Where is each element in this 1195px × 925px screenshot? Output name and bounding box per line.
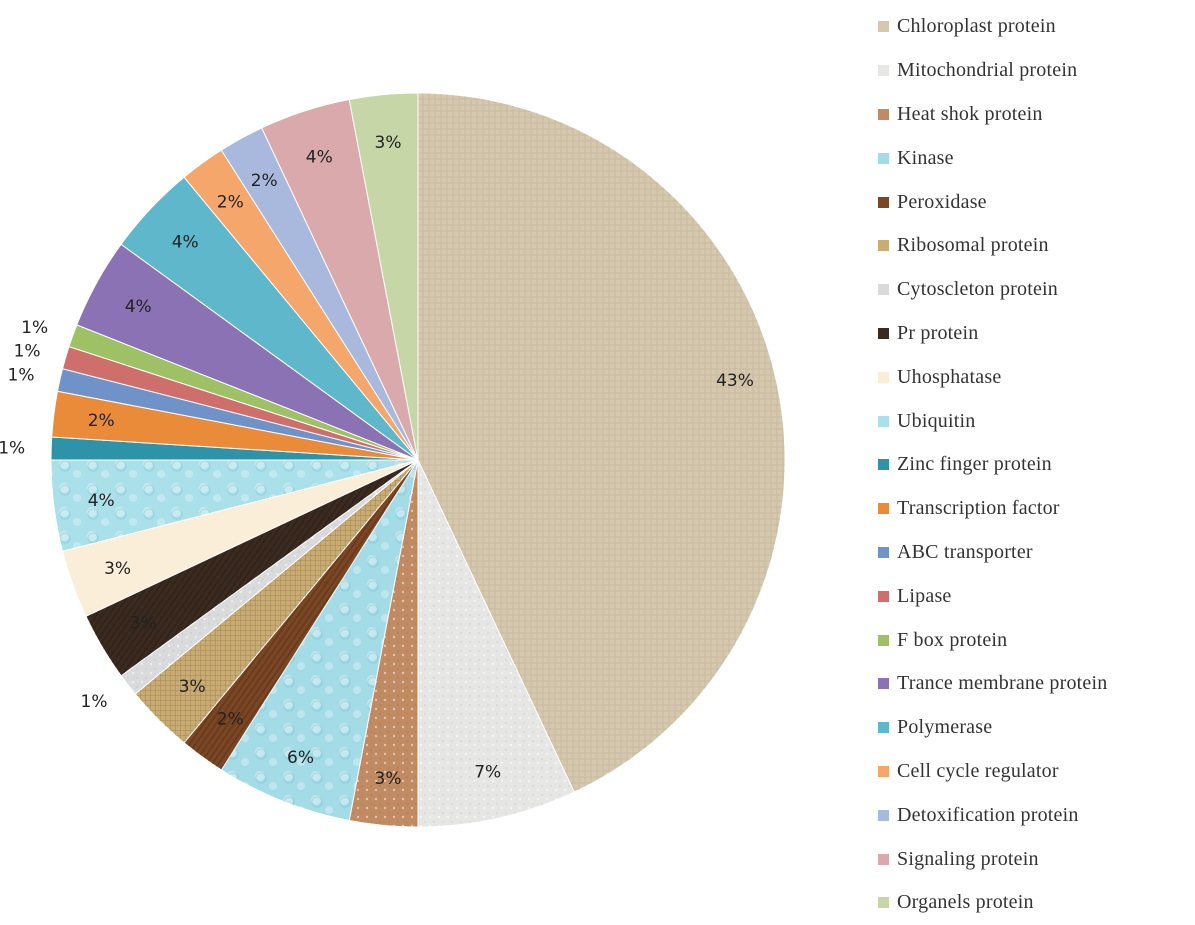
pie-percent-label: 7% xyxy=(474,763,501,783)
legend-item: Signaling protein xyxy=(878,837,1107,881)
legend-swatch xyxy=(878,809,889,821)
pie-percent-label: 43% xyxy=(716,371,754,391)
legend-label: Chloroplast protein xyxy=(897,15,1056,38)
legend-label: Mitochondrial protein xyxy=(897,59,1078,82)
pie-slice-texture xyxy=(221,460,418,821)
pie-slice-texture xyxy=(85,460,419,676)
legend-swatch xyxy=(878,21,889,33)
legend-item: Detoxification protein xyxy=(878,793,1107,837)
legend-label: Pr protein xyxy=(897,321,979,344)
legend-swatch xyxy=(878,327,889,339)
legend-label: ABC transporter xyxy=(897,540,1033,563)
pie-slice-texture xyxy=(418,93,785,793)
legend-item: Transcription factor xyxy=(878,487,1107,531)
pie-percent-label: 3% xyxy=(179,677,206,697)
legend-label: Cytoscleton protein xyxy=(897,278,1058,301)
pie-percent-label: 1% xyxy=(21,318,48,338)
pie-slices xyxy=(50,92,786,828)
legend-swatch xyxy=(878,590,889,602)
pie-percent-label: 3% xyxy=(375,133,402,153)
pie-percent-label: 3% xyxy=(130,614,157,634)
legend-swatch xyxy=(878,722,889,734)
legend-swatch xyxy=(878,678,889,690)
legend-label: Signaling protein xyxy=(897,847,1039,870)
legend-item: Pr protein xyxy=(878,312,1107,356)
pie-percent-label: 4% xyxy=(88,491,115,511)
legend-item: Ubiquitin xyxy=(878,399,1107,443)
pie-percent-label: 1% xyxy=(0,439,25,459)
legend-label: Heat shok protein xyxy=(897,102,1043,125)
legend-label: Lipase xyxy=(897,584,952,607)
pie-percent-label: 1% xyxy=(81,692,108,712)
legend-swatch xyxy=(878,152,889,164)
legend-item: Cell cycle regulator xyxy=(878,750,1107,794)
pie-percent-label: 2% xyxy=(88,411,115,431)
legend-item: Polymerase xyxy=(878,706,1107,750)
legend-label: Organels protein xyxy=(897,891,1034,914)
pie-percent-labels: 43% 7% 3% 6% 2% 3% 1% 3% 3% 4% 1% 2% 1% 1% 1% 4% 4% 2% 2% 4… xyxy=(0,133,754,789)
legend-item: Mitochondrial protein xyxy=(878,49,1107,93)
pie-percent-label: 3% xyxy=(104,559,131,579)
legend-swatch xyxy=(878,284,889,296)
legend-swatch xyxy=(878,415,889,427)
pie-percent-label: 2% xyxy=(217,193,244,213)
legend-swatch xyxy=(878,503,889,515)
legend-swatch xyxy=(878,853,889,865)
legend-item: Ribosomal protein xyxy=(878,224,1107,268)
legend: Chloroplast protein Mitochondrial protein… xyxy=(878,5,1107,925)
legend-swatch xyxy=(878,765,889,777)
legend-swatch xyxy=(878,634,889,646)
pie-percent-label: 4% xyxy=(172,232,199,252)
pie-percent-label: 1% xyxy=(8,365,35,385)
pie-slice-texture xyxy=(51,460,418,552)
legend-item: Peroxidase xyxy=(878,180,1107,224)
legend-label: Ubiquitin xyxy=(897,409,976,432)
legend-item: Organels protein xyxy=(878,881,1107,925)
pie-percent-label: 3% xyxy=(375,769,402,789)
pie-slice-texture xyxy=(121,460,418,694)
pie-slice-texture xyxy=(184,460,418,770)
legend-label: Peroxidase xyxy=(897,190,987,213)
legend-swatch xyxy=(878,196,889,208)
legend-item: Chloroplast protein xyxy=(878,5,1107,49)
legend-label: Polymerase xyxy=(897,716,993,739)
legend-swatch xyxy=(878,897,889,909)
pie-slice-texture xyxy=(135,460,418,743)
legend-item: Cytoscleton protein xyxy=(878,268,1107,312)
legend-label: Kinase xyxy=(897,146,954,169)
legend-item: Zinc finger protein xyxy=(878,443,1107,487)
legend-item: Kinase xyxy=(878,136,1107,180)
pie-percent-label: 2% xyxy=(251,171,278,191)
pie-percent-label: 4% xyxy=(125,297,152,317)
legend-label: Detoxification protein xyxy=(897,803,1079,826)
pie-percent-label: 4% xyxy=(306,147,333,167)
legend-swatch xyxy=(878,371,889,383)
legend-label: F box protein xyxy=(897,628,1008,651)
legend-swatch xyxy=(878,459,889,471)
legend-label: Uhosphatase xyxy=(897,365,1002,388)
pie-percent-label: 6% xyxy=(287,748,314,768)
pie-percent-label: 1% xyxy=(14,341,41,361)
legend-item: F box protein xyxy=(878,618,1107,662)
legend-swatch xyxy=(878,65,889,77)
legend-item: Trance membrane protein xyxy=(878,662,1107,706)
legend-item: Uhosphatase xyxy=(878,355,1107,399)
legend-label: Zinc finger protein xyxy=(897,453,1052,476)
pie-percent-label: 2% xyxy=(217,709,244,729)
legend-item: ABC transporter xyxy=(878,531,1107,575)
legend-item: Heat shok protein xyxy=(878,93,1107,137)
pie-slice xyxy=(348,92,419,461)
legend-swatch xyxy=(878,108,889,120)
legend-swatch xyxy=(878,546,889,558)
legend-label: Cell cycle regulator xyxy=(897,759,1059,782)
legend-label: Trance membrane protein xyxy=(897,672,1108,695)
legend-label: Ribosomal protein xyxy=(897,234,1049,257)
legend-swatch xyxy=(878,240,889,252)
pie-slice-texture xyxy=(418,460,575,827)
legend-label: Transcription factor xyxy=(897,497,1060,520)
legend-item: Lipase xyxy=(878,574,1107,618)
